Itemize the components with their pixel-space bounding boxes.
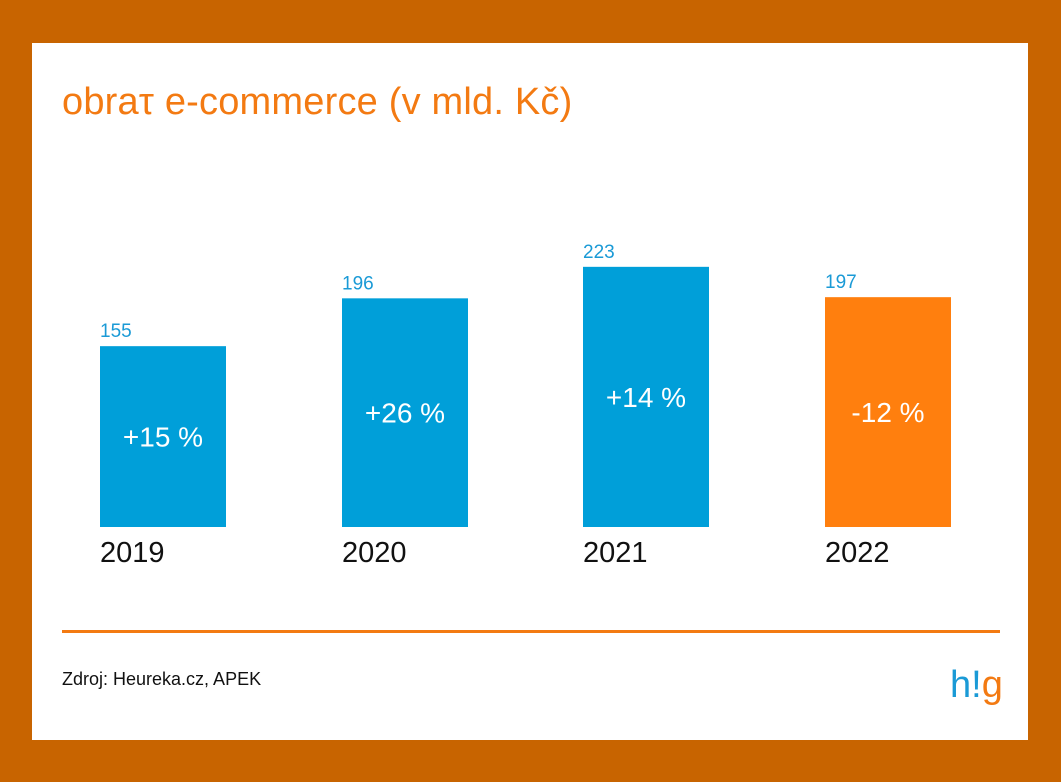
bar-chart: 155 +15 % 2019 196 +26 % 2020 223 +14 % 2021 197 -… <box>100 242 951 569</box>
x-tick-label-2019: 2019 <box>100 537 165 569</box>
value-label-2020: 196 <box>342 273 374 294</box>
bar-2019 <box>100 346 226 527</box>
logo-part-g: g <box>981 664 1003 706</box>
x-tick-label-2020: 2020 <box>342 537 407 569</box>
bar-2021 <box>583 266 709 527</box>
value-label-2021: 223 <box>583 242 615 263</box>
bar-2020 <box>342 298 468 527</box>
change-label-2020: +26 % <box>365 398 445 429</box>
value-label-2022: 197 <box>825 272 857 293</box>
logo-part-hi: h! <box>950 664 982 706</box>
value-label-2019: 155 <box>100 321 132 342</box>
divider-line <box>62 630 1000 633</box>
brand-logo: h!g <box>950 665 1003 705</box>
chart-title: obraτ e-commerce (v mld. Kč) <box>62 81 573 123</box>
change-label-2019: +15 % <box>123 422 203 453</box>
chart-card: obraτ e-commerce (v mld. Kč) 155 +15 % 201… <box>32 43 1028 740</box>
x-tick-label-2022: 2022 <box>825 537 890 569</box>
bar-2022 <box>825 297 951 527</box>
change-label-2022: -12 % <box>851 397 924 428</box>
x-tick-label-2021: 2021 <box>583 537 648 569</box>
change-label-2021: +14 % <box>606 382 686 413</box>
source-note: Zdroj: Heureka.cz, APEK <box>62 669 262 689</box>
